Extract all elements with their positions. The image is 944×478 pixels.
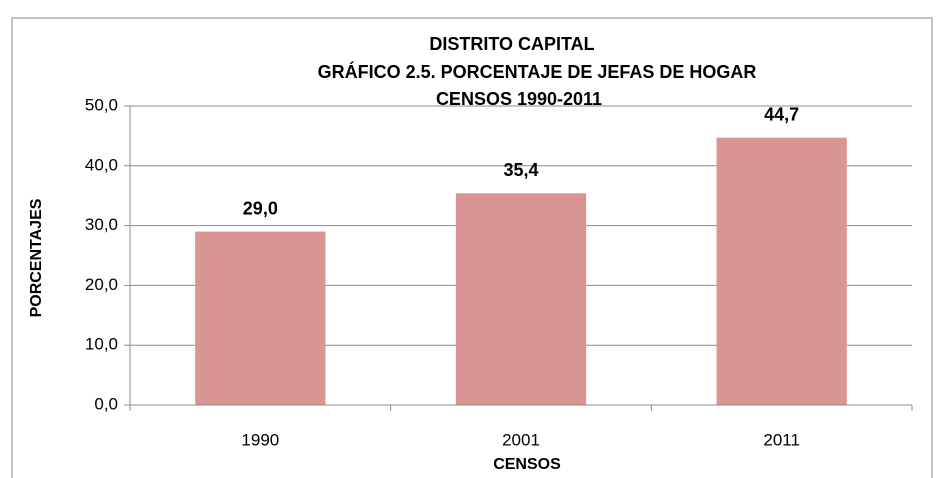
bar <box>195 231 326 405</box>
data-label: 35,4 <box>503 160 538 180</box>
y-axis-label: PORCENTAJES <box>28 198 45 317</box>
chart-title: DISTRITO CAPITAL <box>429 34 594 54</box>
chart-title: CENSOS 1990-2011 <box>436 89 602 109</box>
x-tick-label: 2001 <box>502 430 540 449</box>
chart-title: GRÁFICO 2.5. PORCENTAJE DE JEFAS DE HOGA… <box>318 61 757 82</box>
data-label: 44,7 <box>764 104 799 124</box>
y-tick-label: 10,0 <box>85 335 118 354</box>
y-tick-label: 0,0 <box>94 394 118 413</box>
y-tick-label: 40,0 <box>85 155 118 174</box>
x-tick-label: 2011 <box>763 430 800 449</box>
y-tick-label: 30,0 <box>85 215 118 234</box>
bar <box>455 193 587 405</box>
y-tick-label: 50,0 <box>85 95 118 114</box>
bar <box>716 137 847 405</box>
x-tick-label: 1990 <box>241 430 279 449</box>
chart-frame <box>11 17 933 478</box>
x-axis-label: CENSOS <box>493 456 561 473</box>
data-label: 29,0 <box>243 198 278 218</box>
y-tick-label: 20,0 <box>85 275 118 294</box>
